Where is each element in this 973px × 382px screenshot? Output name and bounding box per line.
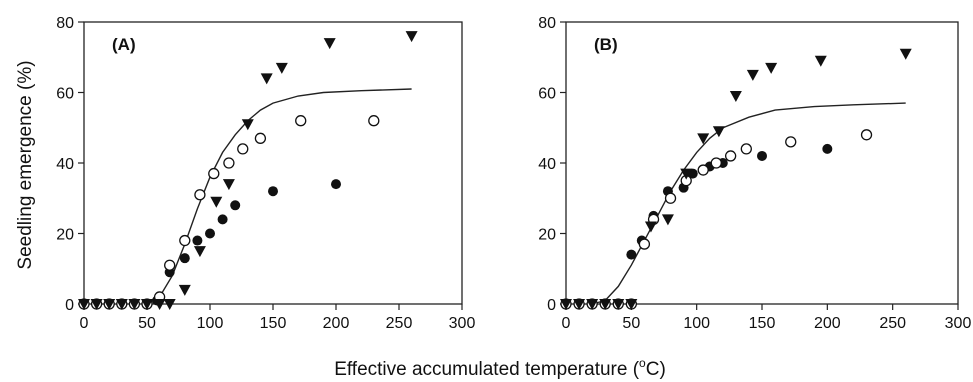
data-point-open-circle [697,164,709,176]
fitted-curve [146,88,412,305]
panel-a: 0 50 100 150 200 250 300 0 20 40 60 80 (A) [56,15,475,332]
data-point-triangle-down [163,299,176,310]
data-point-filled-circle [822,143,833,154]
data-point-open-circle [208,167,220,180]
y-axis-label: Seedling emergence (%) [15,60,36,269]
data-point-triangle-down [661,214,674,226]
y-tick-label: 0 [547,297,556,314]
data-point-triangle-down [899,48,912,60]
data-point-triangle-down [625,299,638,310]
x-axis-label-main: Effective accumulated temperature ( [334,359,640,380]
data-point-triangle-down [746,69,759,81]
data-point-triangle-down [275,62,288,74]
x-axis-label: Effective accumulated temperature (oC) [334,356,666,380]
data-point-open-circle [237,143,249,155]
data-point-triangle-down [814,55,827,67]
data-point-filled-circle [331,179,341,190]
data-point-triangle-down [586,299,599,310]
data-point-open-circle [194,189,206,201]
data-point-triangle-down [241,119,254,131]
y-tick-label: 40 [538,156,556,173]
plot-frame [83,21,463,305]
data-point-triangle-down [765,62,778,74]
y-tick-label: 80 [56,15,74,32]
x-axis-label-superscript: o [639,356,646,370]
y-tick-label: 60 [538,86,556,103]
panel-b: 0 50 100 150 200 250 300 0 20 40 60 80 (B) [538,15,971,332]
data-point-open-circle [664,192,677,204]
data-point-triangle-down [612,299,625,310]
data-point-triangle-down [115,299,128,310]
data-point-open-circle [368,115,380,127]
data-point-open-circle [785,136,797,148]
data-point-triangle-down [599,299,612,310]
data-point-triangle-down [323,38,336,50]
data-point-filled-circle [192,235,203,246]
y-tick-label: 80 [538,15,556,32]
data-point-triangle-down [193,246,206,258]
data-point-triangle-down [405,31,418,43]
data-point-triangle-down [141,299,153,310]
data-point-triangle-down [712,126,725,138]
y-tick-label: 60 [56,86,74,103]
data-point-open-circle [710,157,722,169]
data-point-filled-circle [268,186,278,197]
x-axis-label-suffix: C) [646,359,666,380]
data-point-filled-circle [626,249,637,260]
data-point-triangle-down [178,284,191,296]
y-tick-label: 40 [56,156,74,173]
x-tick-label: 250 [386,315,413,332]
x-tick-label: 100 [197,315,224,332]
x-tick-label: 0 [80,315,89,332]
data-point-filled-circle [205,228,215,239]
x-tick-label: 50 [138,315,156,332]
data-point-filled-circle [179,253,190,264]
x-tick-label: 0 [562,315,571,332]
data-point-triangle-down [560,299,572,310]
y-tick-label: 20 [56,227,74,244]
x-tick-label: 100 [683,315,710,332]
data-point-triangle-down [78,299,90,310]
data-point-open-circle [254,132,267,144]
x-tick-label: 300 [449,315,476,332]
data-point-open-circle [740,143,752,155]
data-point-open-circle [164,259,176,271]
y-tick-label: 0 [65,297,74,314]
data-point-triangle-down [729,91,742,103]
x-tick-label: 50 [622,315,640,332]
plot-frame [565,21,959,305]
data-point-triangle-down [260,73,273,85]
data-point-triangle-down [153,299,166,310]
data-point-open-circle [638,238,651,250]
fitted-curve [591,102,906,305]
x-tick-label: 150 [749,315,776,332]
x-tick-label: 150 [260,315,287,332]
data-point-filled-circle [230,200,241,211]
data-point-open-circle [179,234,191,247]
x-tick-label: 300 [945,315,972,332]
data-point-triangle-down [90,299,103,310]
data-point-triangle-down [697,133,710,145]
data-point-triangle-down [222,179,235,191]
data-point-triangle-down [644,221,657,233]
panel-label: (B) [594,35,618,54]
data-point-triangle-down [573,299,586,310]
data-point-triangle-down [680,168,693,180]
data-point-open-circle [295,115,307,127]
data-point-filled-circle [217,214,228,225]
data-point-open-circle [223,157,235,169]
data-point-triangle-down [128,299,141,310]
data-point-triangle-down [103,299,116,310]
data-point-open-circle [860,129,873,141]
data-point-open-circle [724,150,737,162]
x-tick-label: 250 [879,315,906,332]
data-point-filled-circle [757,150,767,161]
x-tick-label: 200 [814,315,841,332]
data-point-triangle-down [210,196,223,208]
panel-label: (A) [112,35,136,54]
x-tick-label: 200 [323,315,350,332]
y-tick-label: 20 [538,227,556,244]
